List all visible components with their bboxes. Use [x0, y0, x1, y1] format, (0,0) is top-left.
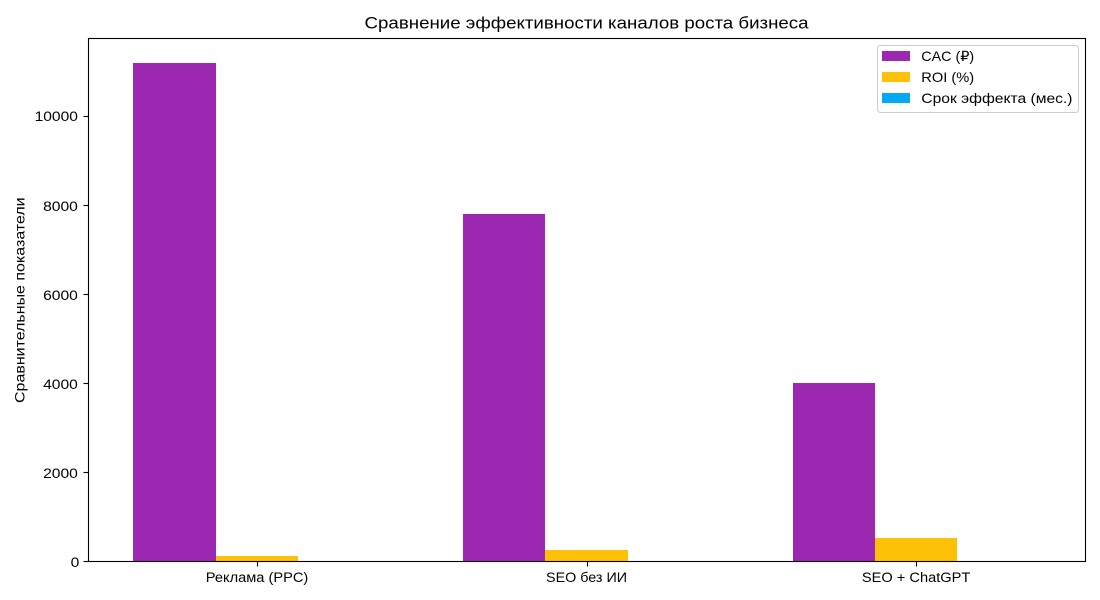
svg-text:10000: 10000	[35, 108, 79, 124]
svg-text:CAC (₽): CAC (₽)	[921, 48, 974, 64]
svg-text:2000: 2000	[43, 465, 78, 481]
svg-text:4000: 4000	[43, 376, 78, 392]
svg-text:SEO без ИИ: SEO без ИИ	[546, 569, 627, 585]
svg-text:6000: 6000	[43, 287, 78, 303]
svg-text:Срок эффекта (мес.): Срок эффекта (мес.)	[921, 90, 1072, 106]
svg-text:SEO + ChatGPT: SEO + ChatGPT	[862, 569, 971, 585]
svg-text:Сравнение эффективности канало: Сравнение эффективности каналов роста би…	[365, 14, 810, 33]
svg-text:0: 0	[71, 554, 80, 570]
svg-text:Сравнительные показатели: Сравнительные показатели	[12, 197, 28, 403]
svg-text:8000: 8000	[43, 198, 78, 214]
svg-text:ROI (%): ROI (%)	[921, 69, 974, 85]
svg-text:Реклама (PPC): Реклама (PPC)	[206, 569, 309, 585]
